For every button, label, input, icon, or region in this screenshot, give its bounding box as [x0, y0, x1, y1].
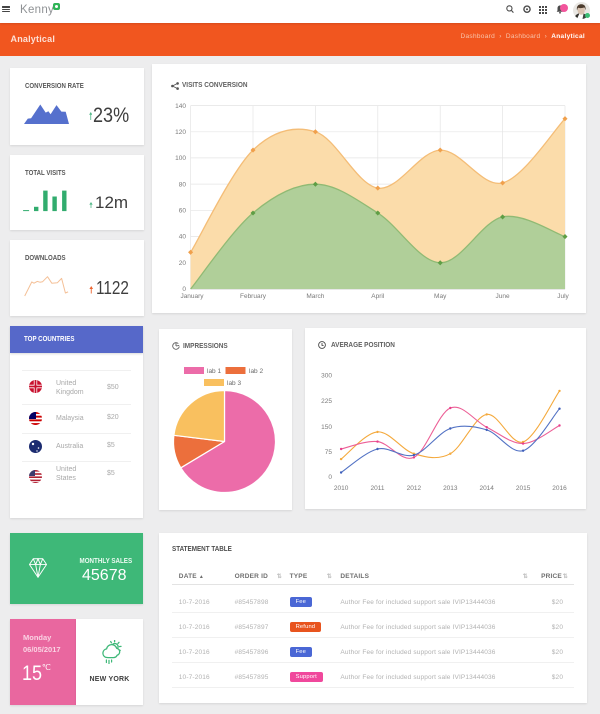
svg-text:150: 150 [321, 424, 332, 431]
svg-text:March: March [307, 293, 325, 300]
svg-text:May: May [434, 293, 447, 300]
svg-text:140: 140 [176, 103, 187, 110]
svg-text:January: January [181, 293, 205, 300]
svg-text:June: June [496, 293, 510, 300]
svg-text:75: 75 [324, 449, 332, 456]
svg-text:60: 60 [179, 208, 187, 215]
svg-text:80: 80 [179, 182, 187, 189]
svg-text:100: 100 [176, 155, 187, 162]
svg-text:lab 2: lab 2 [249, 368, 263, 375]
svg-text:0: 0 [183, 286, 187, 293]
svg-text:2013: 2013 [443, 485, 458, 492]
svg-text:2014: 2014 [479, 485, 494, 492]
svg-text:120: 120 [176, 129, 187, 136]
svg-text:February: February [240, 293, 267, 300]
svg-text:2016: 2016 [552, 485, 567, 492]
svg-text:2011: 2011 [370, 485, 384, 492]
svg-text:April: April [372, 293, 386, 300]
svg-text:2015: 2015 [515, 485, 530, 492]
svg-text:40: 40 [179, 234, 187, 241]
svg-text:2012: 2012 [406, 485, 421, 492]
svg-text:lab 3: lab 3 [227, 380, 241, 387]
svg-text:300: 300 [321, 373, 332, 380]
svg-text:20: 20 [179, 260, 187, 267]
svg-text:lab 1: lab 1 [207, 368, 221, 375]
svg-text:2010: 2010 [333, 485, 348, 492]
svg-text:225: 225 [321, 398, 332, 405]
svg-text:July: July [558, 293, 570, 300]
svg-text:0: 0 [328, 474, 332, 481]
